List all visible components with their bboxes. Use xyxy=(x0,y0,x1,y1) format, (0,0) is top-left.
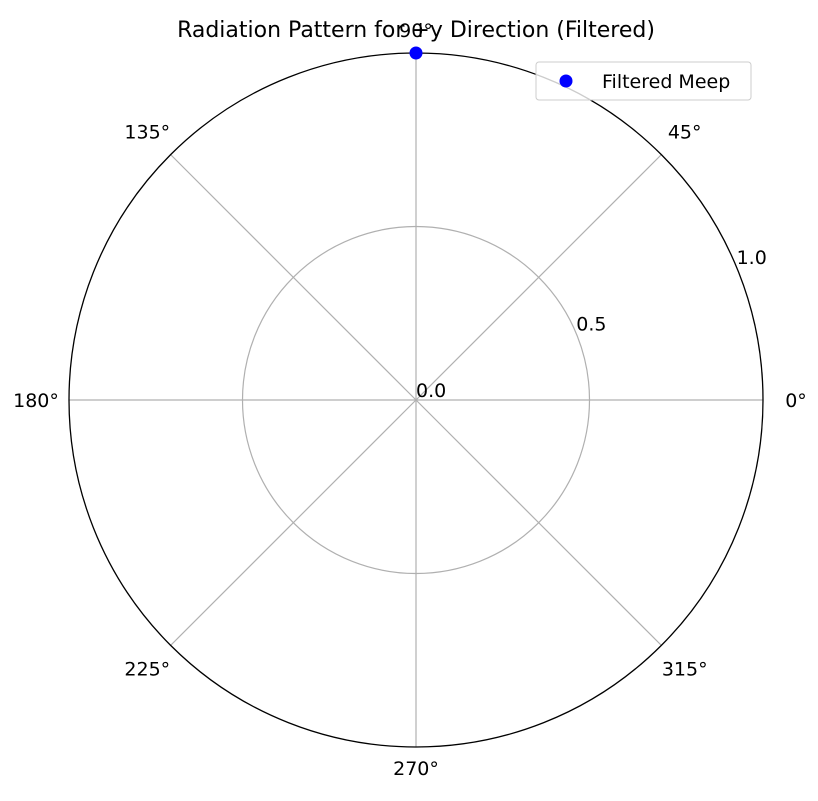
theta-tick-label: 315° xyxy=(662,659,708,681)
theta-grid-line xyxy=(170,399,417,646)
theta-grid-line xyxy=(415,399,662,646)
theta-tick-label: 270° xyxy=(393,758,439,780)
theta-tick-label: 225° xyxy=(124,659,170,681)
theta-grid-line xyxy=(415,154,662,401)
data-layer xyxy=(409,46,423,60)
r-tick-label: 0.5 xyxy=(576,314,606,336)
legend-marker xyxy=(559,74,573,88)
r-tick-label: 0.0 xyxy=(416,380,446,402)
r-tick-label: 1.0 xyxy=(737,247,767,269)
data-point xyxy=(409,46,423,60)
theta-tick-label: 135° xyxy=(124,121,170,143)
theta-grid-line xyxy=(170,154,417,401)
grid-layer xyxy=(69,53,763,747)
tick-label-layer: 0° 45° 90° 135° 180° 225° 270° 315° 0.0 0.5 1.0 xyxy=(13,20,807,780)
legend-box xyxy=(535,61,752,101)
legend-label: Filtered Meep xyxy=(602,71,730,93)
theta-tick-label: 0° xyxy=(785,390,807,412)
theta-tick-label: 90° xyxy=(399,20,433,42)
chart-title: Radiation Pattern for +y Direction (Filt… xyxy=(177,18,655,43)
theta-tick-label: 45° xyxy=(668,121,702,143)
legend: Filtered Meep xyxy=(535,61,752,101)
theta-tick-label: 180° xyxy=(13,390,59,412)
